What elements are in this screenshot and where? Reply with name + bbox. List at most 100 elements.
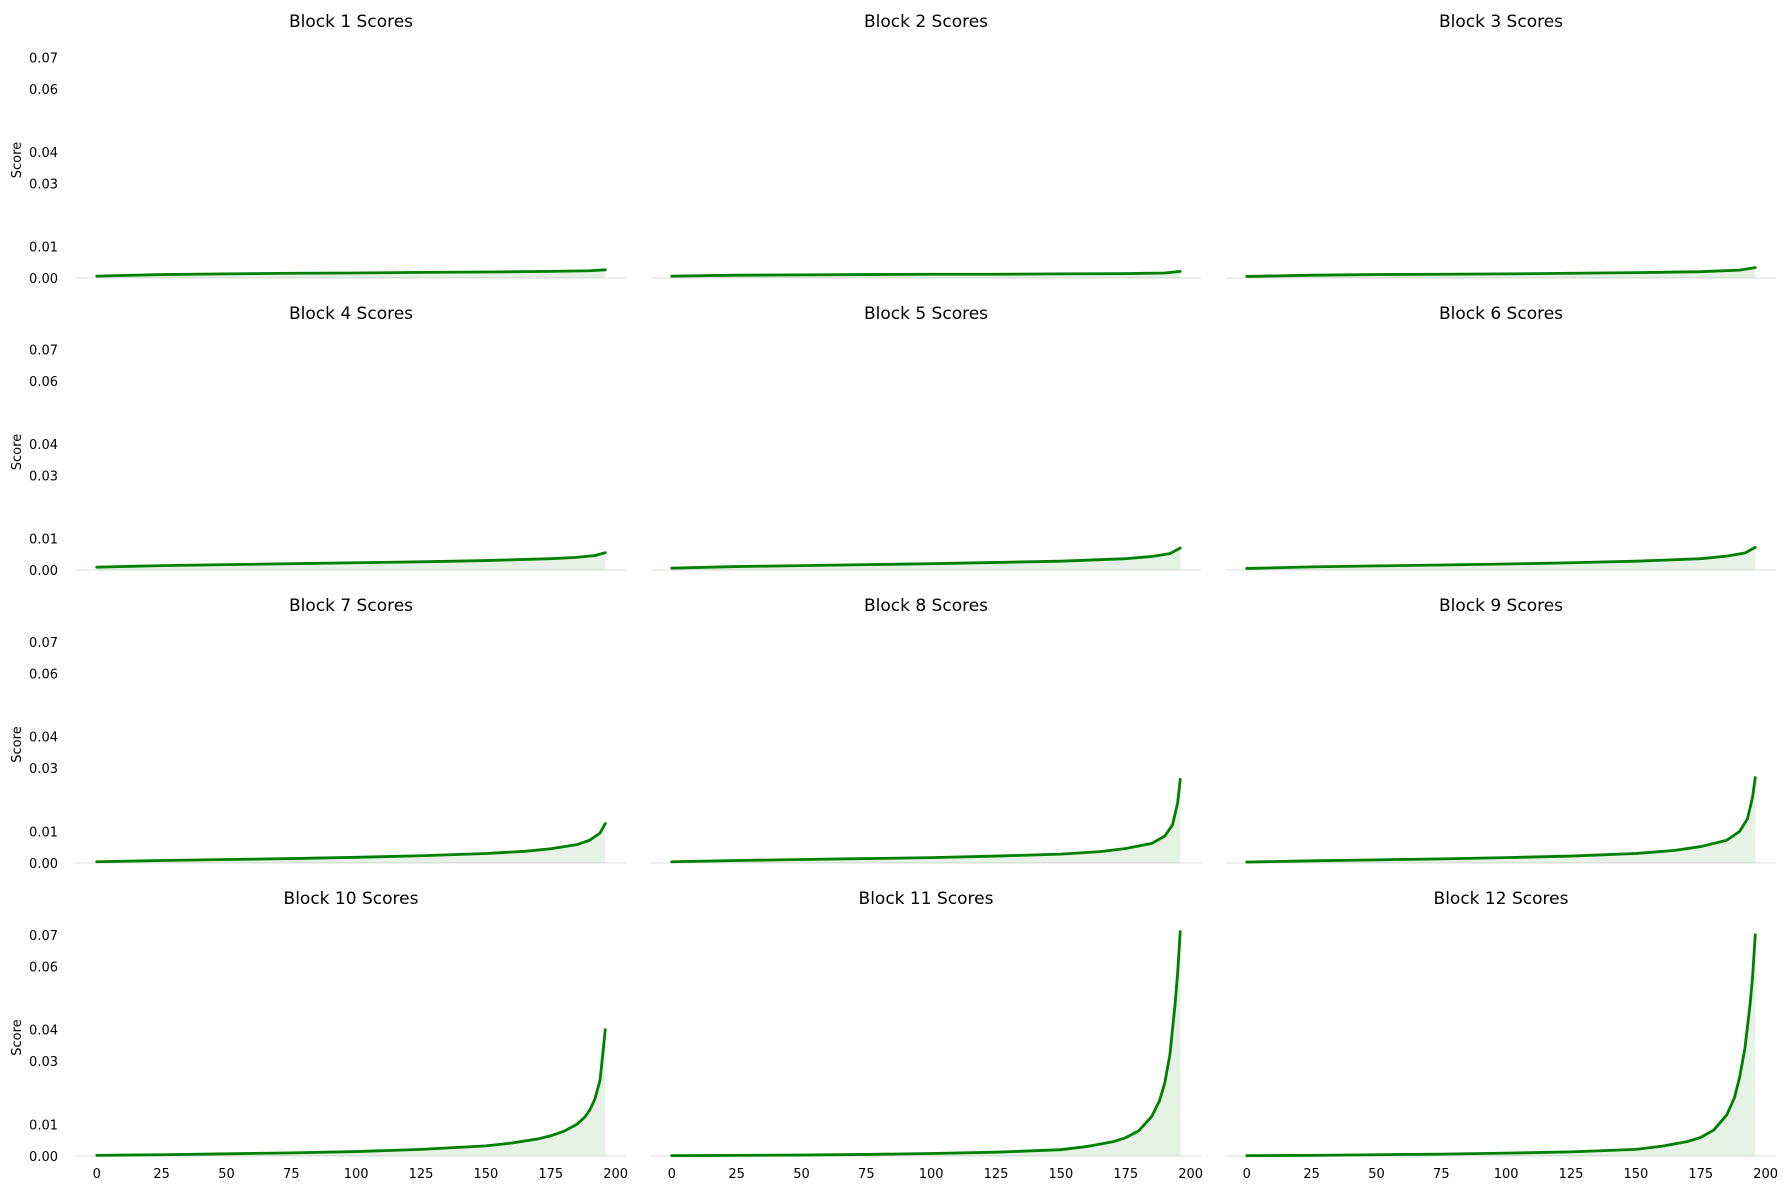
y-tick-label: 0.04 xyxy=(29,1024,58,1039)
y-tick-label: 0.01 xyxy=(29,533,58,548)
panel-title: Block 9 Scores xyxy=(1439,596,1563,616)
x-tick-label: 100 xyxy=(344,1167,369,1182)
score-line xyxy=(670,546,1182,570)
panel-title: Block 12 Scores xyxy=(1434,889,1569,909)
panel-block-3: Block 3 Scores xyxy=(1226,12,1776,279)
x-tick-label: 200 xyxy=(1178,1167,1203,1182)
x-tick-label: 25 xyxy=(153,1167,170,1182)
x-tick-label: 50 xyxy=(793,1167,810,1182)
x-tick-label: 25 xyxy=(728,1167,745,1182)
y-tick-label: 0.07 xyxy=(29,52,58,67)
x-tick-label: 175 xyxy=(1688,1167,1713,1182)
panel-block-5: Block 5 Scores xyxy=(651,304,1201,571)
panel-block-11: Block 11 Scores 0 25 50 75 100 125 150 175 200 xyxy=(651,889,1203,1182)
y-axis-label: Score xyxy=(10,434,25,470)
y-tick-label: 0.03 xyxy=(29,470,58,485)
panel-block-1: Block 1 Scores 0.00 0.01 0.03 0.04 0.06 0.07 Sc… xyxy=(10,12,626,287)
score-area xyxy=(1246,777,1756,863)
x-tick-label: 150 xyxy=(1048,1167,1073,1182)
x-tick-label: 175 xyxy=(538,1167,563,1182)
score-line xyxy=(95,268,607,278)
x-tick-label: 125 xyxy=(1559,1167,1584,1182)
score-line xyxy=(95,822,607,864)
x-tick-label: 125 xyxy=(984,1167,1009,1182)
score-line xyxy=(95,1028,607,1157)
x-tick-label: 0 xyxy=(93,1167,101,1182)
score-area xyxy=(1246,934,1756,1156)
score-line xyxy=(1245,266,1757,278)
y-tick-label: 0.03 xyxy=(29,178,58,193)
score-line xyxy=(95,551,607,569)
x-tick-label: 75 xyxy=(858,1167,875,1182)
panel-title: Block 6 Scores xyxy=(1439,304,1563,324)
y-axis-label: Score xyxy=(10,1019,25,1055)
score-area xyxy=(96,552,606,570)
score-line xyxy=(670,777,1182,864)
score-area xyxy=(96,1029,606,1156)
x-tick-label: 25 xyxy=(1303,1167,1320,1182)
x-tick-label: 100 xyxy=(919,1167,944,1182)
score-area xyxy=(671,547,1181,570)
panel-block-6: Block 6 Scores xyxy=(1226,304,1776,571)
y-tick-label: 0.06 xyxy=(29,667,58,682)
y-tick-label: 0.03 xyxy=(29,762,58,777)
x-tick-label: 50 xyxy=(1368,1167,1385,1182)
score-line xyxy=(670,269,1182,278)
x-tick-label: 0 xyxy=(1243,1167,1251,1182)
y-tick-label: 0.04 xyxy=(29,146,58,161)
x-tick-label: 150 xyxy=(473,1167,498,1182)
y-tick-label: 0.06 xyxy=(29,83,58,98)
panel-block-7: Block 7 Scores 0.00 0.01 0.03 0.04 0.06 0.07 Sc… xyxy=(10,596,626,872)
score-line xyxy=(1245,776,1757,864)
x-tick-label: 0 xyxy=(668,1167,676,1182)
panel-title: Block 3 Scores xyxy=(1439,12,1563,32)
score-area xyxy=(671,931,1181,1156)
x-tick-label: 75 xyxy=(283,1167,300,1182)
y-tick-label: 0.04 xyxy=(29,438,58,453)
x-tick-label: 75 xyxy=(1433,1167,1450,1182)
x-tick-label: 200 xyxy=(1753,1167,1778,1182)
x-tick-label: 100 xyxy=(1494,1167,1519,1182)
panel-title: Block 11 Scores xyxy=(859,889,994,909)
y-axis-label: Score xyxy=(10,726,25,762)
y-axis-label: Score xyxy=(10,142,25,178)
y-tick-label: 0.07 xyxy=(29,929,58,944)
score-line xyxy=(1245,545,1757,570)
y-tick-label: 0.00 xyxy=(29,564,58,579)
y-tick-label: 0.01 xyxy=(29,1118,58,1133)
x-tick-label: 200 xyxy=(603,1167,628,1182)
x-tick-label: 175 xyxy=(1113,1167,1138,1182)
panel-title: Block 7 Scores xyxy=(289,596,413,616)
y-tick-label: 0.07 xyxy=(29,344,58,359)
y-tick-label: 0.04 xyxy=(29,731,58,746)
x-tick-label: 125 xyxy=(409,1167,434,1182)
score-area xyxy=(96,823,606,863)
y-tick-label: 0.01 xyxy=(29,825,58,840)
panel-block-12: Block 12 Scores 0 25 50 75 100 125 150 175 200 xyxy=(1226,889,1778,1182)
x-tick-label: 150 xyxy=(1623,1167,1648,1182)
panel-title: Block 5 Scores xyxy=(864,304,988,324)
y-tick-label: 0.00 xyxy=(29,1150,58,1165)
y-tick-label: 0.01 xyxy=(29,241,58,256)
score-line xyxy=(1245,933,1757,1158)
y-tick-label: 0.06 xyxy=(29,960,58,975)
x-tick-label: 50 xyxy=(218,1167,235,1182)
y-tick-label: 0.07 xyxy=(29,636,58,651)
panel-title: Block 8 Scores xyxy=(864,596,988,616)
panel-block-4: Block 4 Scores 0.00 0.01 0.03 0.04 0.06 0.07 Sc… xyxy=(10,304,626,579)
y-tick-label: 0.06 xyxy=(29,375,58,390)
score-line xyxy=(670,930,1182,1158)
y-tick-label: 0.00 xyxy=(29,857,58,872)
panel-title: Block 4 Scores xyxy=(289,304,413,324)
score-area xyxy=(1246,547,1756,570)
score-area xyxy=(671,779,1181,863)
panel-block-9: Block 9 Scores xyxy=(1226,596,1776,864)
panel-title: Block 2 Scores xyxy=(864,12,988,32)
panel-block-8: Block 8 Scores xyxy=(651,596,1201,864)
panel-block-10: Block 10 Scores 0.00 0.01 0.03 0.04 0.06 0.07 S… xyxy=(10,889,628,1182)
panel-block-2: Block 2 Scores xyxy=(651,12,1201,279)
panel-title: Block 1 Scores xyxy=(289,12,413,32)
panel-title: Block 10 Scores xyxy=(284,889,419,909)
y-tick-label: 0.00 xyxy=(29,272,58,287)
